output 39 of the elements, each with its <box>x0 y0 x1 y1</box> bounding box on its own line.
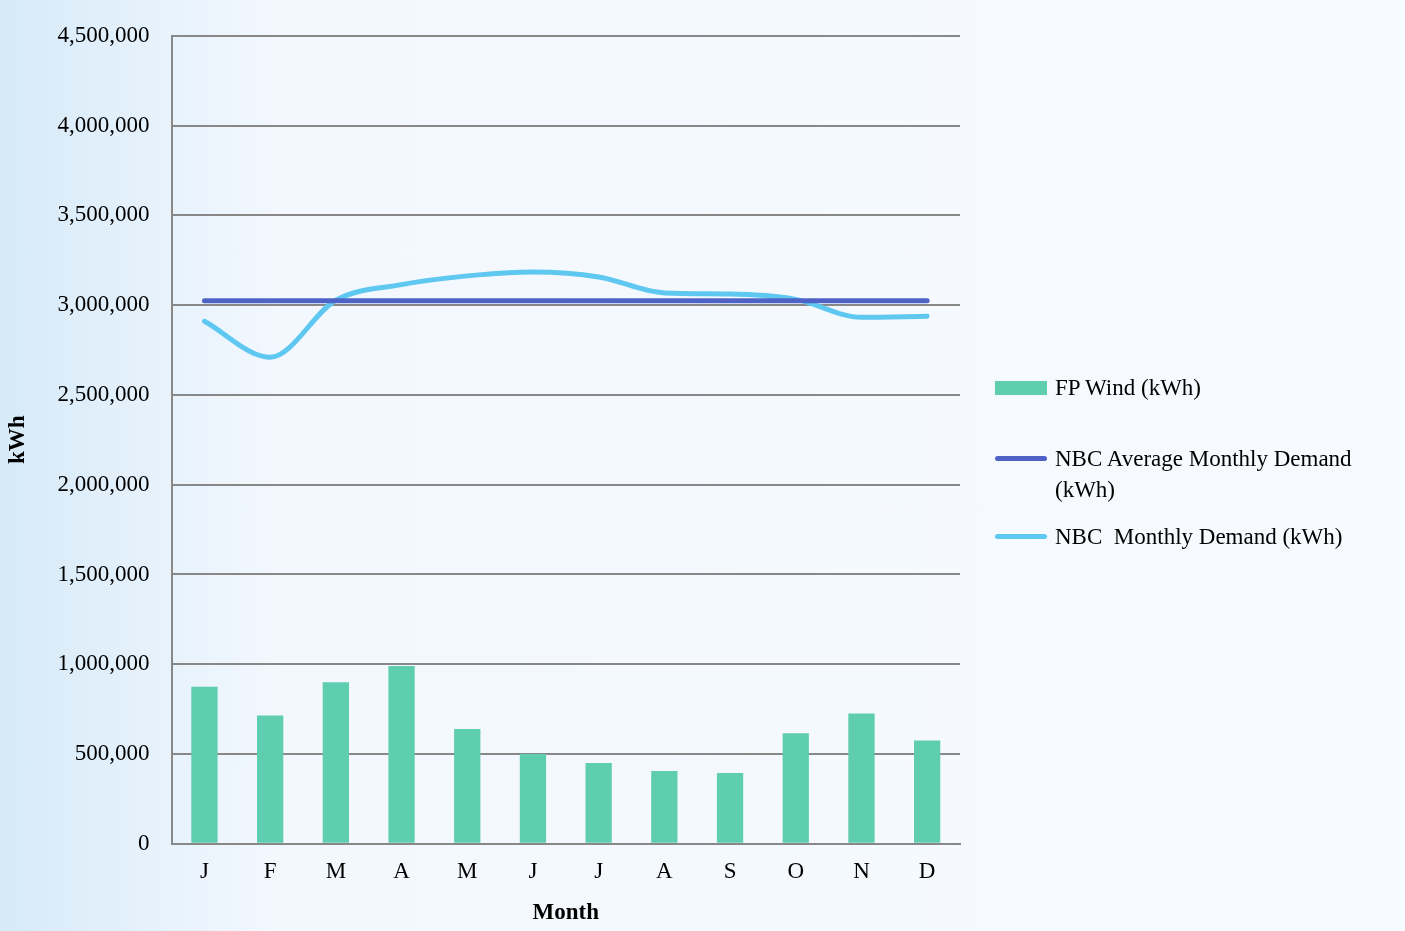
x-tick-label: S <box>723 857 737 883</box>
x-tick-label: J <box>199 857 209 883</box>
x-tick-label: O <box>787 857 805 883</box>
bar <box>388 666 415 843</box>
y-tick-label: 1,500,000 <box>57 560 150 586</box>
x-tick-label: J <box>594 857 604 883</box>
legend-label: NBC Average Monthly Demand (kWh) <box>1055 445 1353 504</box>
x-tick-label: N <box>853 857 871 883</box>
legend-label: NBC Monthly Demand (kWh) <box>1055 523 1343 551</box>
x-tick-label: A <box>393 857 411 883</box>
x-tick-label: J <box>528 857 538 883</box>
x-axis-title: Month <box>532 899 600 925</box>
x-tick-label: M <box>325 857 347 883</box>
bar <box>519 754 547 843</box>
bar <box>585 763 612 843</box>
x-tick-label: D <box>918 857 936 883</box>
y-axis-title: kWh <box>3 415 29 465</box>
bar <box>191 686 218 843</box>
y-tick-label: 4,500,000 <box>57 21 150 47</box>
y-tick-label: 2,500,000 <box>57 380 150 406</box>
bar <box>322 682 349 843</box>
y-tick-label: 2,000,000 <box>57 470 150 496</box>
y-tick-label: 3,500,000 <box>57 201 150 227</box>
y-tick-label: 3,000,000 <box>57 291 150 317</box>
bar <box>651 771 678 843</box>
x-tick-label: F <box>263 857 277 883</box>
legend-label: FP Wind (kWh) <box>1055 374 1202 402</box>
bar <box>257 715 284 843</box>
bar <box>454 728 481 843</box>
bar <box>914 740 941 843</box>
y-tick-label: 0 <box>138 829 150 855</box>
x-tick-label: A <box>656 857 674 883</box>
bar <box>716 772 744 843</box>
y-tick-label: 4,000,000 <box>57 111 150 137</box>
y-tick-label: 500,000 <box>74 740 150 766</box>
bar <box>782 733 809 843</box>
x-tick-label: M <box>457 857 478 883</box>
bar <box>848 713 875 843</box>
y-tick-label: 1,000,000 <box>57 650 150 676</box>
